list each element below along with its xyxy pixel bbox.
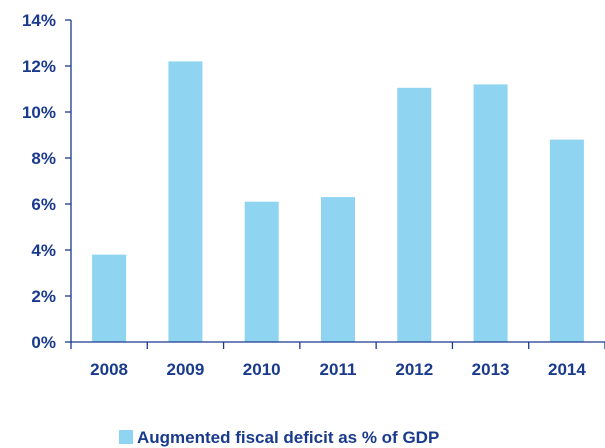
bar-2009 — [168, 61, 203, 343]
y-tick-label: 14% — [22, 11, 56, 30]
y-tick-label: 0% — [31, 333, 56, 352]
y-tick-label: 6% — [31, 195, 56, 214]
legend-swatch — [119, 430, 133, 444]
bar-2010 — [244, 201, 279, 342]
bar-2013 — [473, 84, 508, 343]
y-tick-label: 8% — [31, 149, 56, 168]
y-tick-labels: 0% 2% 4% 6% 8% 10% 12% 14% — [22, 11, 56, 352]
x-tick-labels: 2008 2009 2010 2011 2012 2013 2014 — [90, 360, 586, 379]
y-tick-label: 12% — [22, 57, 56, 76]
legend-label: Augmented fiscal deficit as % of GDP — [137, 428, 439, 447]
x-tick-label-2013: 2013 — [472, 360, 510, 379]
y-tick-label: 4% — [31, 241, 56, 260]
axes-group — [65, 19, 605, 349]
y-tick-label: 10% — [22, 103, 56, 122]
legend: Augmented fiscal deficit as % of GDP — [119, 428, 439, 447]
bar-2008 — [92, 254, 127, 342]
bar-2014 — [549, 139, 584, 342]
x-tick-label-2012: 2012 — [395, 360, 433, 379]
x-tick-label-2009: 2009 — [166, 360, 204, 379]
x-tick-label-2010: 2010 — [243, 360, 281, 379]
x-tick-label-2008: 2008 — [90, 360, 128, 379]
y-tick-label: 2% — [31, 287, 56, 306]
bars-group — [92, 61, 584, 343]
bar-2012 — [397, 87, 432, 342]
x-tick-label-2014: 2014 — [548, 360, 586, 379]
x-tick-label-2011: 2011 — [320, 360, 357, 379]
bar-2011 — [321, 197, 355, 342]
